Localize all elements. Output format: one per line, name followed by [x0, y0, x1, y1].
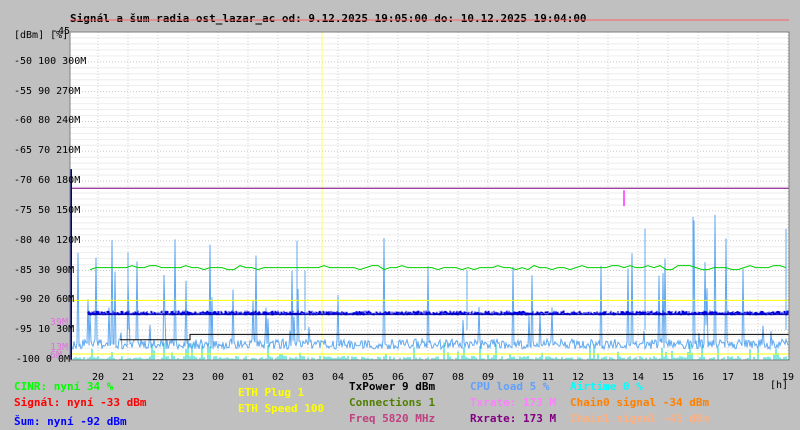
x-tick-label: 13 — [601, 372, 615, 383]
x-tick-label: 22 — [151, 372, 165, 383]
legend-cinr: CINR: nyní 34 % — [14, 380, 114, 393]
rate-marker-39: 39M — [50, 317, 68, 328]
y-axis-units: [dBm] [%] — [14, 30, 69, 41]
y-tick-label: -55 90 270M — [14, 85, 81, 97]
legend-rxrate: Rxrate: 173 M — [470, 412, 557, 425]
y-tick-label: -75 50 150M — [14, 204, 81, 216]
x-tick-label: 08 — [451, 372, 465, 383]
legend-signal: Signál: nyní -33 dBm — [14, 396, 147, 409]
rate-marker-6: 6M — [50, 350, 62, 361]
x-tick-label: 15 — [661, 372, 675, 383]
legend-txpower: TxPower 9 dBm — [349, 380, 436, 393]
x-tick-label: 02 — [271, 372, 285, 383]
noise-band — [87, 310, 789, 316]
y-tick-label: -45 — [51, 26, 70, 37]
x-tick-label: 00 — [211, 372, 225, 383]
x-tick-label: 18 — [751, 372, 765, 383]
x-tick-label: 06 — [391, 372, 405, 383]
x-tick-label: 04 — [331, 372, 345, 383]
legend-connections: Connections 1 — [349, 396, 436, 409]
plot-area — [70, 32, 789, 360]
connections-series — [89, 265, 787, 271]
legend-noise: Šum: nyní -92 dBm — [14, 415, 127, 428]
x-tick-label: 12 — [571, 372, 585, 383]
plot-border — [69, 31, 790, 361]
y-tick-label: -65 70 210M — [14, 145, 81, 157]
x-tick-label: 07 — [421, 372, 435, 383]
y-tick-label: -100 0 0M — [15, 354, 70, 365]
txpower-series — [120, 333, 789, 341]
cpu-load-series — [69, 214, 789, 351]
y-tick-label: -85 30 90M — [14, 264, 75, 276]
x-tick-label: 19 — [781, 372, 795, 383]
chart-title: Signál a šum radia ost_lazar_ac od: 9.12… — [70, 12, 587, 25]
y-tick-label: -80 40 120M — [14, 234, 81, 246]
legend-chain0: Chain0 signal -34 dBm — [570, 396, 710, 409]
y-tick-label: -95 10 30M — [14, 324, 75, 336]
x-tick-label: 21 — [121, 372, 135, 383]
x-tick-label: 23 — [181, 372, 195, 383]
legend-eth-speed: ETH Speed 100 — [238, 402, 325, 415]
legend-chain1: Chain1 signal -45 dBm — [570, 412, 710, 425]
y-tick-label: -50 100 300M — [14, 55, 87, 67]
rate-marker-13: 13M — [50, 342, 68, 353]
y-tick-label: -60 80 240M — [14, 115, 81, 127]
y-tick-label: -70 60 180M — [14, 175, 81, 187]
x-tick-label: 11 — [541, 372, 555, 383]
legend-freq: Freq 5820 MHz — [349, 412, 436, 425]
x-tick-label: 03 — [301, 372, 315, 383]
legend-txrate: Txrate: 173 M — [470, 396, 557, 409]
legend-eth-plug: ETH Plug 1 — [238, 386, 305, 399]
legend-airtime: Airtime 0 % — [570, 380, 643, 393]
x-tick-label: 17 — [721, 372, 735, 383]
x-tick-label: 20 — [91, 372, 105, 383]
x-tick-label: 01 — [241, 372, 255, 383]
x-tick-label: 10 — [511, 372, 525, 383]
x-tick-label: 05 — [361, 372, 375, 383]
y-tick-label: -90 20 60M — [14, 294, 75, 306]
x-tick-label: 14 — [631, 372, 645, 383]
x-axis-unit: [h] — [770, 380, 789, 391]
legend-cpu-load: CPU load 5 % — [470, 380, 550, 393]
x-tick-label: 09 — [481, 372, 495, 383]
x-tick-label: 16 — [691, 372, 705, 383]
